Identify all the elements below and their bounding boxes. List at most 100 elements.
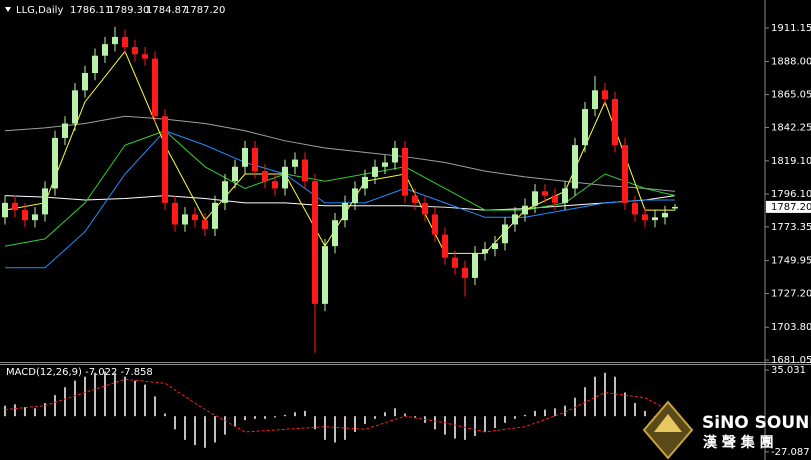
candle-body: [362, 176, 368, 189]
y-tick-label: 1888.00: [771, 56, 811, 67]
candle-body: [162, 116, 168, 203]
quote-value: 1789.30: [108, 5, 149, 16]
candle-body: [472, 253, 478, 278]
watermark-name: SiNO SOUND: [702, 413, 811, 433]
candle-body: [72, 90, 78, 124]
candle-body: [142, 54, 148, 59]
candle-body: [572, 145, 578, 189]
candle-body: [562, 188, 568, 203]
candle-body: [292, 159, 298, 167]
candle-body: [112, 36, 118, 45]
menu-arrow[interactable]: [5, 7, 11, 12]
candle-body: [372, 166, 378, 177]
candle-body: [412, 195, 418, 203]
candle-body: [322, 246, 328, 304]
candle-body: [582, 109, 588, 146]
candle-body: [382, 162, 388, 167]
y-tick-label: 1842.25: [771, 122, 811, 133]
candle-body: [132, 47, 138, 55]
price-tag: [766, 200, 811, 213]
candle-body: [672, 206, 678, 209]
candle-body: [52, 137, 58, 189]
candle-body: [502, 224, 508, 244]
candle-body: [662, 212, 668, 218]
candle-body: [612, 98, 618, 146]
symbol: LLG,Daily: [16, 5, 63, 16]
candle-body: [202, 220, 208, 229]
candle-body: [152, 58, 158, 117]
macd-signal: [4, 378, 676, 433]
candle-body: [392, 148, 398, 163]
logo: [642, 400, 694, 460]
candle-body: [192, 214, 198, 221]
candle-body: [652, 217, 658, 221]
candle-body: [242, 148, 248, 167]
candle-body: [272, 181, 278, 189]
quote-value: 1786.11: [70, 5, 111, 16]
candle-body: [492, 243, 498, 250]
y-tick-label: 1727.20: [771, 288, 811, 299]
y-tick-label: 35.031: [771, 365, 806, 376]
candle-body: [342, 202, 348, 221]
candle-body: [312, 181, 318, 304]
candle-body: [352, 188, 358, 203]
candle-body: [642, 214, 648, 221]
candle-body: [402, 148, 408, 196]
y-tick-label: 1819.10: [771, 156, 811, 167]
candle-body: [512, 214, 518, 225]
candle-body: [302, 159, 308, 182]
y-tick-label: 1796.10: [771, 189, 811, 200]
y-tick-label: 1773.35: [771, 222, 811, 233]
candle-body: [122, 36, 128, 48]
candle-body: [542, 191, 548, 196]
candle-body: [12, 202, 18, 211]
candle-body: [182, 214, 188, 225]
candle-body: [462, 267, 468, 278]
y-tick-label: 1865.05: [771, 90, 811, 101]
candle-body: [522, 205, 528, 215]
candle-body: [452, 257, 458, 268]
macd-label: MACD(12,26,9) -7.022 -7.858: [6, 367, 153, 378]
y-tick-label: -27.087: [771, 447, 810, 458]
candle-body: [42, 188, 48, 215]
candle-body: [532, 191, 538, 206]
candle-body: [632, 202, 638, 215]
candle-body: [282, 166, 288, 189]
candle-body: [82, 73, 88, 91]
candle-body: [22, 210, 28, 221]
candle-body: [262, 171, 268, 182]
candle-body: [92, 55, 98, 74]
candle-body: [2, 202, 8, 218]
candle-body: [332, 220, 338, 247]
candle-body: [232, 166, 238, 182]
candle-body: [212, 202, 218, 229]
moving-average: [4, 130, 676, 247]
watermark-chinese: 漢 聲 集 團: [703, 434, 774, 451]
candle-body: [552, 195, 558, 203]
y-tick-label: 1911.15: [771, 23, 811, 34]
logo-mark: [654, 414, 682, 432]
y-tick-label: 1703.80: [771, 322, 811, 333]
candle-body: [252, 148, 258, 172]
price-tag-label: 1787.20: [771, 202, 811, 213]
y-tick-label: 1681.05: [771, 355, 811, 366]
candle-body: [222, 181, 228, 203]
candle-body: [172, 202, 178, 225]
candle-body: [422, 202, 428, 215]
y-tick-label: 1749.95: [771, 256, 811, 267]
candle-body: [32, 214, 38, 221]
candle-body: [432, 214, 438, 235]
candle-body: [442, 234, 448, 258]
quote-value: 1787.20: [184, 5, 225, 16]
candle-body: [62, 123, 68, 138]
quote-value: 1784.87: [146, 5, 187, 16]
candle-body: [602, 90, 608, 99]
candle-body: [622, 145, 628, 203]
moving-average: [4, 115, 676, 192]
candle-body: [592, 90, 598, 110]
candle-body: [102, 44, 108, 56]
